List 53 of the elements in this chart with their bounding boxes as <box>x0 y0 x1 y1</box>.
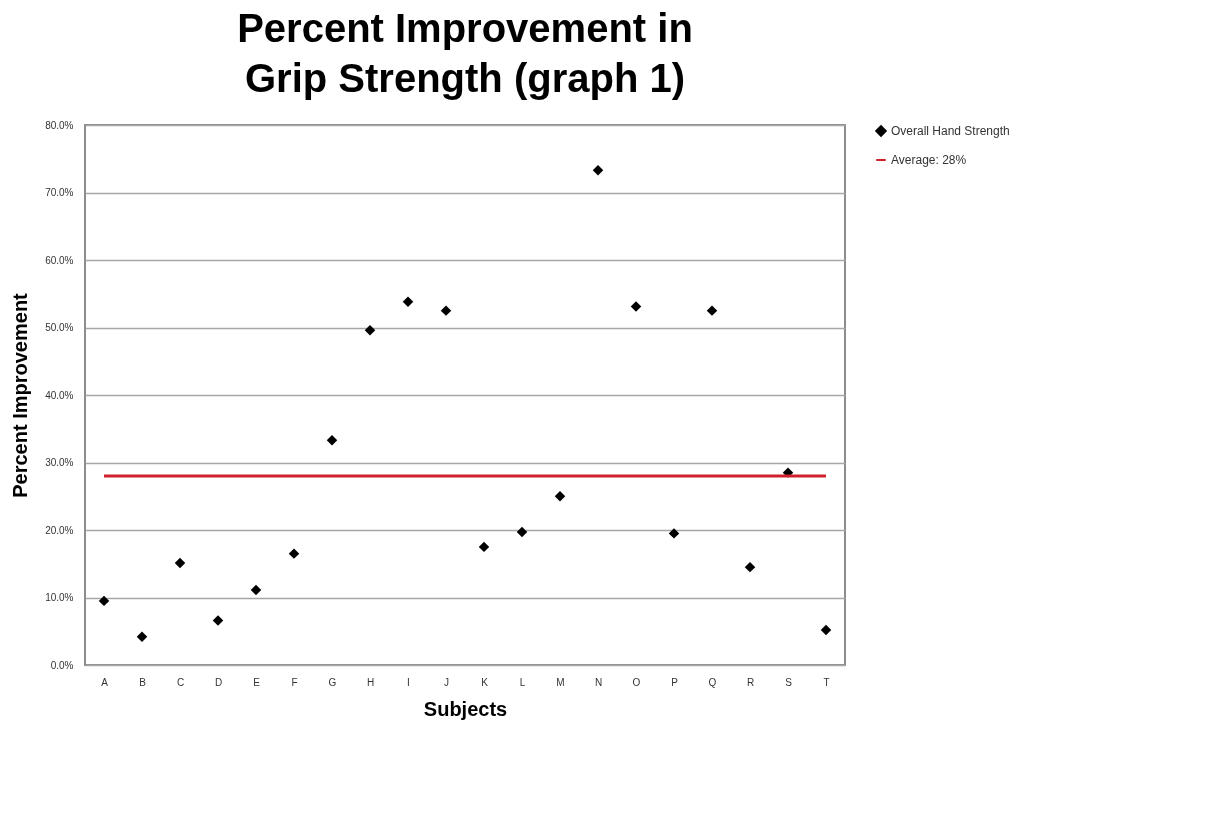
point <box>326 434 338 446</box>
point <box>402 296 414 308</box>
y-tick-label: 40.0% <box>45 389 74 401</box>
point <box>516 526 528 538</box>
x-axis-title: Subjects <box>423 697 508 720</box>
x-tick-label: E <box>253 676 261 688</box>
x-tick-label: G <box>328 676 337 688</box>
legend-label: Overall Hand Strength <box>891 124 1010 138</box>
point <box>250 584 262 596</box>
x-tick-label: B <box>139 676 147 688</box>
y-axis-title: Percent Improvement <box>9 292 32 498</box>
point <box>668 528 680 539</box>
x-tick-label: A <box>101 676 109 688</box>
x-tick-label: K <box>481 676 489 688</box>
y-tick-label: 60.0% <box>45 254 74 266</box>
y-tick-label: 50.0% <box>45 322 74 333</box>
y-tick-label: 20.0% <box>45 524 74 536</box>
x-tick-label: D <box>214 676 223 688</box>
x-tick-label: S <box>785 676 793 688</box>
y-tick-label: 30.0% <box>45 457 74 468</box>
x-tick-label: C <box>176 676 185 688</box>
point <box>136 631 148 642</box>
x-tick-label: F <box>291 676 298 688</box>
x-tick-label: O <box>632 676 641 688</box>
x-tick-label: L <box>519 676 526 688</box>
x-tick-label: P <box>671 676 679 688</box>
point <box>706 305 718 316</box>
y-tick-label: 10.0% <box>45 592 74 603</box>
point <box>98 595 110 607</box>
point <box>212 615 224 626</box>
point <box>592 164 604 176</box>
x-tick-label: N <box>594 676 603 688</box>
x-tick-label: I <box>407 676 410 688</box>
chart-title: Percent Improvement in Grip Strength (graph 1) <box>237 6 693 100</box>
y-tick-label: 80.0% <box>45 119 74 131</box>
point <box>440 305 452 316</box>
point <box>744 561 756 573</box>
point <box>554 491 566 502</box>
y-tick-label: 70.0% <box>45 187 74 198</box>
point <box>364 324 376 336</box>
x-tick-label: R <box>746 676 755 688</box>
x-tick-label: M <box>556 676 565 688</box>
point <box>478 541 490 553</box>
x-tick-label: T <box>823 676 830 688</box>
legend-label: Average: 28% <box>891 153 967 167</box>
point <box>288 548 300 559</box>
x-tick-label: J <box>444 676 449 688</box>
x-tick-label: H <box>366 676 375 688</box>
point <box>630 301 642 312</box>
y-tick-label: 0.0% <box>50 659 74 671</box>
point <box>174 557 186 569</box>
point <box>820 624 832 636</box>
x-tick-label: Q <box>708 676 717 688</box>
